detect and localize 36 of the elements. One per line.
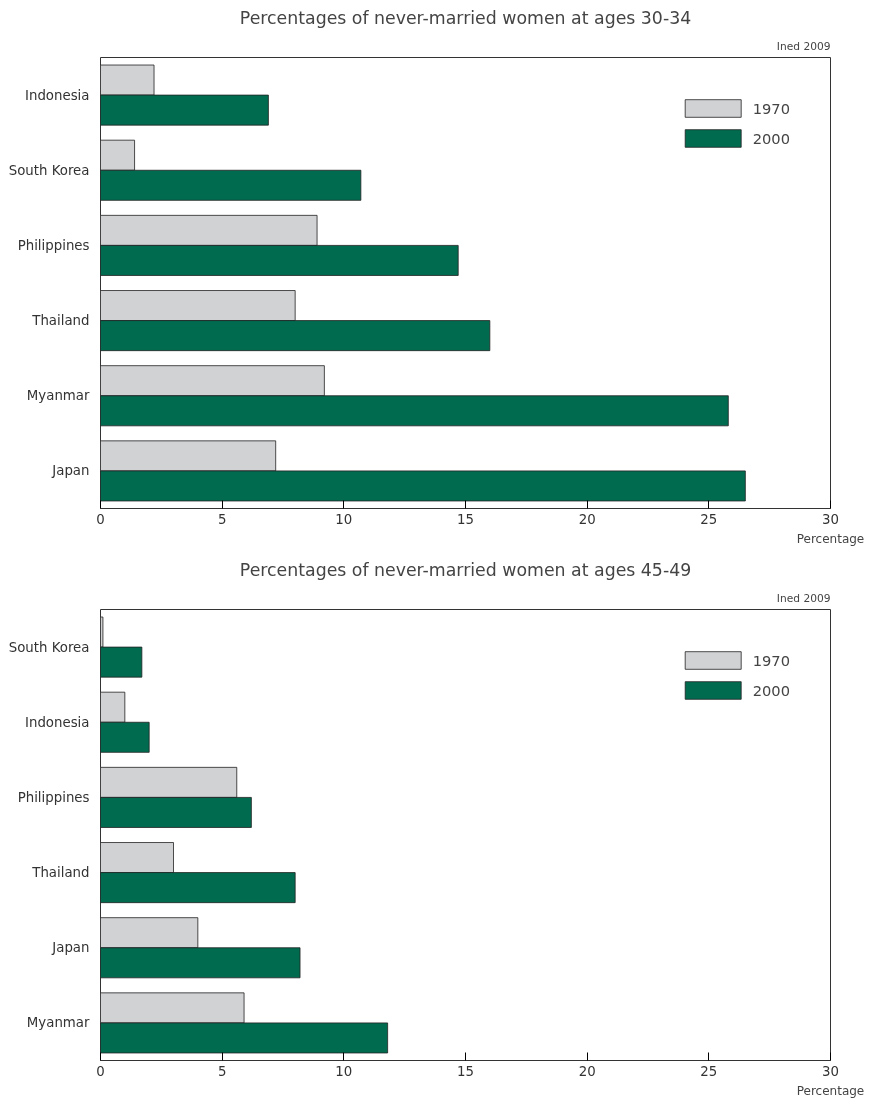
y-tick-label: Indonesia (25, 87, 90, 103)
x-tick-label: 15 (457, 511, 474, 527)
legend-label: 2000 (752, 681, 790, 699)
x-tick-label: 5 (217, 1063, 227, 1079)
y-tick-label: South Korea (8, 639, 90, 655)
text: Ined 2009 (776, 591, 831, 605)
x-tick-label: 25 (700, 511, 718, 527)
legend-label: 1970 (752, 99, 790, 117)
y-tick-label: Philippines (17, 789, 90, 805)
x-axis-title: Percentage (796, 531, 865, 546)
x-tick-label: 0 (96, 1063, 105, 1079)
x-tick-label: 20 (578, 1063, 596, 1079)
x-tick-label: 30 (822, 1063, 839, 1079)
x-tick-label: 15 (457, 1063, 474, 1079)
y-tick-label: Thailand (31, 313, 90, 329)
y-tick-label: Philippines (17, 237, 90, 253)
legend-label: 1970 (752, 651, 790, 669)
x-axis-title: Percentage (796, 1083, 865, 1098)
chart-title: Percentages of never-married women at ages 45-49 (239, 559, 692, 580)
legend-label: 2000 (752, 129, 790, 147)
y-tick-label: Myanmar (26, 1015, 91, 1031)
y-tick-label: Thailand (31, 865, 90, 881)
x-tick-label: 0 (96, 511, 105, 527)
y-tick-label: Indonesia (25, 714, 90, 730)
y-tick-label: Myanmar (26, 388, 91, 404)
y-tick-label: Japan (51, 463, 90, 479)
y-tick-label: Japan (51, 940, 90, 956)
chart-title: Percentages of never-married women at ages 30-34 (239, 7, 692, 28)
x-tick-label: 5 (217, 511, 227, 527)
x-tick-label: 10 (335, 1063, 353, 1079)
y-tick-label: South Korea (8, 162, 90, 178)
x-tick-label: 30 (822, 511, 839, 527)
x-tick-label: 10 (335, 511, 353, 527)
x-tick-label: 20 (578, 511, 596, 527)
text: Ined 2009 (776, 39, 831, 53)
x-tick-label: 25 (700, 1063, 718, 1079)
